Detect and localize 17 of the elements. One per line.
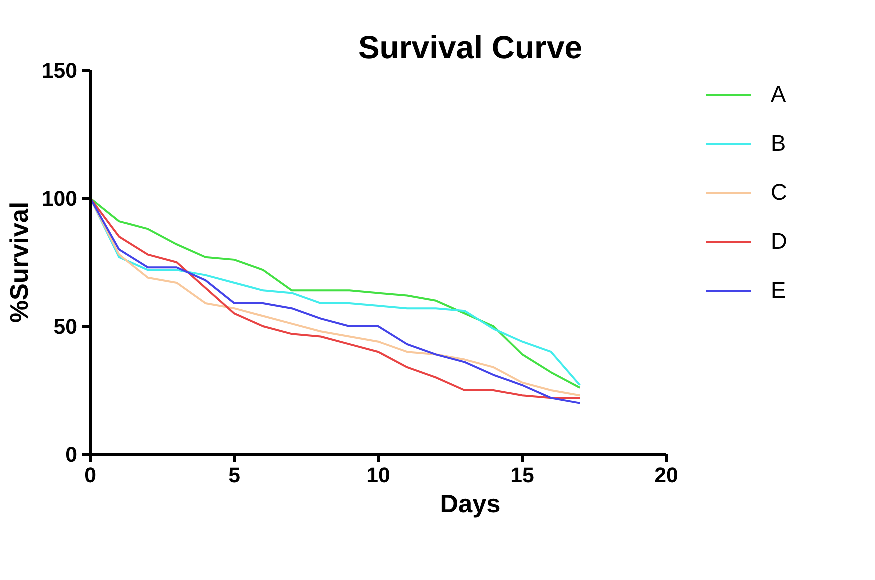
y-axis-title: %Survival [6,202,34,324]
chart-title: Survival Curve [358,30,583,66]
y-tick-label: 0 [66,443,78,467]
x-tick-label: 20 [654,464,678,488]
x-tick-label: 0 [84,464,96,488]
legend-label: C [771,179,788,206]
y-tick-label: 50 [54,315,78,339]
legend-label: E [771,277,788,304]
legend-label: B [771,130,788,157]
y-tick-label: 100 [42,187,78,211]
legend-label: A [771,81,788,108]
x-tick-label: 10 [366,464,390,488]
x-axis-title: Days [440,490,501,518]
y-tick-label: 150 [42,59,78,83]
x-tick-label: 15 [510,464,534,488]
legend-label: D [771,228,788,255]
x-tick-label: 5 [228,464,241,488]
